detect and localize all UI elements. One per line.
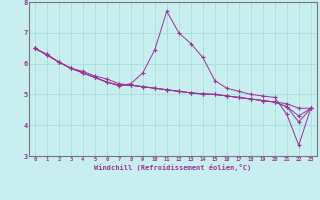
X-axis label: Windchill (Refroidissement éolien,°C): Windchill (Refroidissement éolien,°C) <box>94 164 252 171</box>
